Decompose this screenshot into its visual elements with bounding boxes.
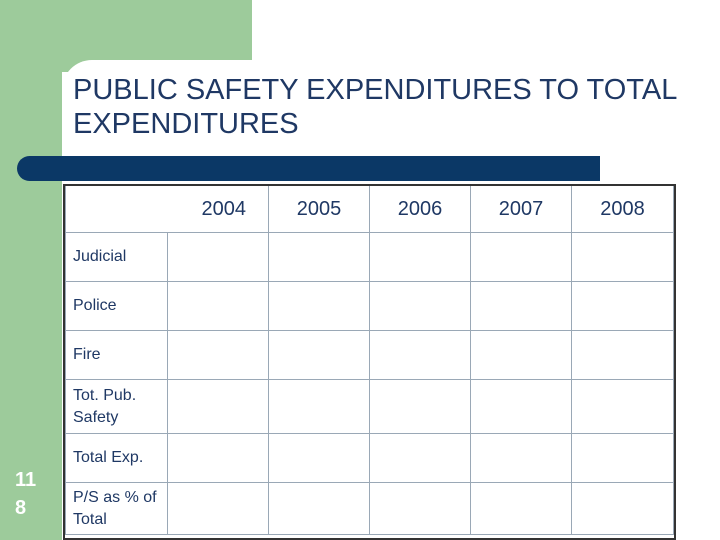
table-cell bbox=[470, 433, 572, 483]
row-label-judicial: Judicial bbox=[65, 232, 168, 282]
table-cell bbox=[268, 482, 370, 535]
table-cell bbox=[470, 379, 572, 434]
table-cell bbox=[167, 330, 269, 380]
table-cell bbox=[167, 482, 269, 535]
table-cell bbox=[470, 232, 572, 282]
table-cell bbox=[571, 433, 674, 483]
table-cell bbox=[268, 379, 370, 434]
year-label-2004: 2004 bbox=[201, 197, 247, 220]
header-cell-2008: 2008 bbox=[571, 185, 674, 233]
table-cell bbox=[369, 433, 471, 483]
green-side-strip bbox=[0, 0, 62, 540]
table-cell bbox=[167, 433, 269, 483]
title-divider-bar bbox=[17, 156, 600, 181]
table-cell bbox=[369, 281, 471, 331]
table-cell bbox=[167, 379, 269, 434]
table-cell bbox=[268, 330, 370, 380]
table-cell bbox=[167, 232, 269, 282]
table-row: P/S as % of Total bbox=[65, 482, 674, 535]
table-cell bbox=[268, 232, 370, 282]
table-row: Total Exp. bbox=[65, 433, 674, 483]
table-cell bbox=[470, 281, 572, 331]
header-cell-2005: 2005 bbox=[268, 185, 370, 233]
table-cell bbox=[369, 379, 471, 434]
row-label-fire: Fire bbox=[65, 330, 168, 380]
row-label-total-expenditures: Total Exp. bbox=[65, 433, 168, 483]
slide-page-number: 11 8 bbox=[15, 469, 37, 519]
table-cell bbox=[268, 433, 370, 483]
table-row: Judicial bbox=[65, 232, 674, 282]
header-cell-2007: 2007 bbox=[470, 185, 572, 233]
expenditure-table: 2004 2005 2006 2007 2008 Judicial Police… bbox=[65, 185, 674, 535]
table-cell bbox=[571, 281, 674, 331]
table-cell bbox=[369, 482, 471, 535]
table-header-row: 2004 2005 2006 2007 2008 bbox=[65, 185, 674, 233]
table-cell bbox=[470, 482, 572, 535]
row-label-total-public-safety: Tot. Pub. Safety bbox=[65, 379, 168, 434]
table-cell bbox=[268, 281, 370, 331]
table-cell bbox=[571, 379, 674, 434]
row-label-police: Police bbox=[65, 281, 168, 331]
header-cell-2006: 2006 bbox=[369, 185, 471, 233]
table-row: Tot. Pub. Safety bbox=[65, 379, 674, 434]
header-cell-2004: 2004 bbox=[65, 185, 269, 233]
table-cell bbox=[571, 330, 674, 380]
table-cell bbox=[571, 232, 674, 282]
table-cell bbox=[167, 281, 269, 331]
table-cell bbox=[369, 330, 471, 380]
table-cell bbox=[369, 232, 471, 282]
title-panel-corner bbox=[62, 60, 262, 120]
table-cell bbox=[571, 482, 674, 535]
table-row: Police bbox=[65, 281, 674, 331]
slide-title: PUBLIC SAFETY EXPENDITURES TO TOTAL EXPE… bbox=[73, 74, 677, 140]
table-row: Fire bbox=[65, 330, 674, 380]
row-label-ps-percent: P/S as % of Total bbox=[65, 482, 168, 535]
table-cell bbox=[470, 330, 572, 380]
